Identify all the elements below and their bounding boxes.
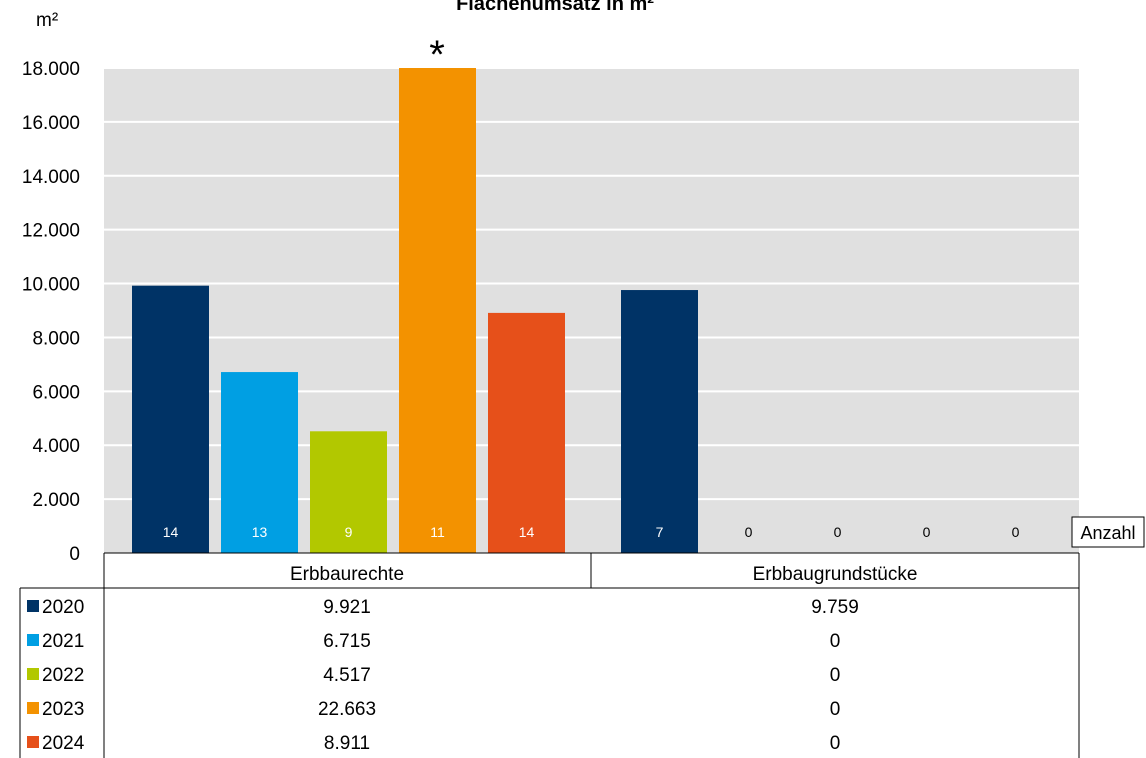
table-cell: 0 <box>830 733 841 754</box>
count-axis-label: Anzahl <box>1080 523 1135 543</box>
bar-2021-0 <box>221 372 298 553</box>
count-label: 14 <box>519 524 535 540</box>
y-tick-label: 4.000 <box>32 436 80 457</box>
table-row: 2020 9.921 9.759 <box>27 597 859 618</box>
y-axis-label: m² <box>36 10 58 31</box>
category-label: Erbbaugrundstücke <box>753 564 918 585</box>
legend-swatch <box>27 736 39 748</box>
legend-swatch <box>27 702 39 714</box>
legend-label: 2024 <box>42 733 85 754</box>
y-tick-label: 10.000 <box>22 275 80 296</box>
bar-2022-0 <box>310 431 387 553</box>
table-cell: 9.921 <box>323 597 371 618</box>
count-axis-label-box: Anzahl <box>1071 516 1145 548</box>
count-label: 0 <box>923 524 931 540</box>
category-labels: Erbbaurechte Erbbaugrundstücke <box>290 564 917 585</box>
bar-2023-0 <box>399 68 476 553</box>
table-cell: 4.517 <box>323 665 371 686</box>
bars <box>132 68 698 553</box>
table-row: 2024 8.911 0 <box>27 733 840 754</box>
table-cell: 9.759 <box>811 597 859 618</box>
count-label: 9 <box>345 524 353 540</box>
data-table <box>19 552 1080 758</box>
y-tick-label: 16.000 <box>22 113 80 134</box>
y-tick-label: 0 <box>69 544 80 565</box>
count-label: 7 <box>656 524 664 540</box>
table-row: 2023 22.663 0 <box>27 699 840 720</box>
table-row: 2022 4.517 0 <box>27 665 840 686</box>
table-rows: 2020 9.921 9.759 2021 6.715 0 2022 4.517 0 2023 22… <box>27 597 859 754</box>
table-cell: 0 <box>830 699 841 720</box>
bar-2020-1 <box>621 290 698 553</box>
table-cell: 6.715 <box>323 631 371 652</box>
legend-swatch <box>27 600 39 612</box>
legend-swatch <box>27 634 39 646</box>
clipped-bar-marker: * <box>429 33 445 77</box>
table-cell: 0 <box>830 665 841 686</box>
legend-label: 2022 <box>42 665 84 686</box>
count-labels: 14 13 9 11 14 7 0 0 0 0 <box>163 524 1020 540</box>
count-label: 14 <box>163 524 179 540</box>
legend-label: 2021 <box>42 631 84 652</box>
table-row: 2021 6.715 0 <box>27 631 840 652</box>
bar-2020-0 <box>132 285 209 553</box>
y-tick-label: 12.000 <box>22 221 80 242</box>
legend-label: 2023 <box>42 699 84 720</box>
count-label: 11 <box>430 524 445 540</box>
count-label: 0 <box>1012 524 1020 540</box>
count-label: 0 <box>834 524 842 540</box>
table-cell: 8.911 <box>324 733 370 754</box>
legend-swatch <box>27 668 39 680</box>
y-tick-label: 2.000 <box>32 490 80 511</box>
category-label: Erbbaurechte <box>290 564 404 585</box>
count-label: 0 <box>745 524 753 540</box>
chart-title: Flächenumsatz in m² <box>456 0 654 15</box>
table-cell: 22.663 <box>318 699 376 720</box>
y-tick-label: 8.000 <box>32 328 80 349</box>
bar-2024-0 <box>488 312 565 553</box>
y-tick-label: 6.000 <box>32 382 80 403</box>
legend-label: 2020 <box>42 597 84 618</box>
y-tick-label: 14.000 <box>22 167 80 188</box>
y-tick-label: 18.000 <box>22 59 80 80</box>
y-tick-labels: 0 2.000 4.000 6.000 8.000 10.000 12.000 14.000 1… <box>22 59 80 565</box>
count-label: 13 <box>252 524 268 540</box>
table-cell: 0 <box>830 631 841 652</box>
